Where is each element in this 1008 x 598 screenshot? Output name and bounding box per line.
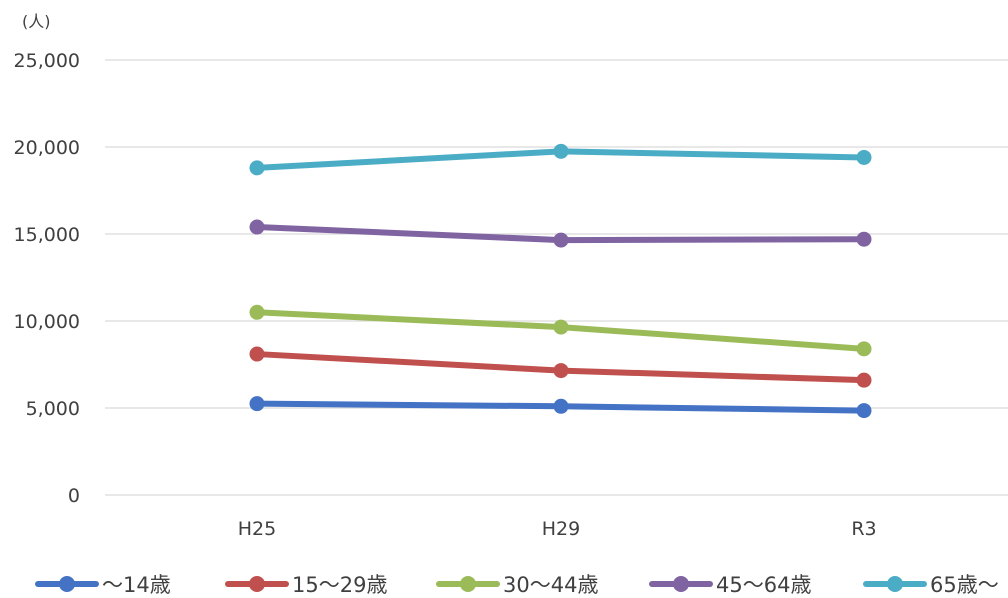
series-4 [249, 219, 872, 248]
data-point [856, 372, 872, 388]
legend-swatch-marker [59, 576, 75, 592]
legend-swatch-marker [673, 576, 689, 592]
data-point [249, 396, 265, 412]
legend: ～14歳 15～29歳 30～44歳 45～64歳 65歳～ [35, 573, 999, 597]
data-point [249, 304, 265, 320]
legend-item: ～14歳 [35, 573, 171, 597]
series-1 [249, 396, 872, 419]
x-tick-label: R3 [851, 518, 876, 540]
data-point [553, 232, 569, 248]
data-point [856, 231, 872, 247]
legend-swatch-marker [887, 576, 903, 592]
legend-item: 30～44歳 [436, 573, 598, 597]
x-tick-label: H29 [542, 518, 580, 540]
legend-swatch-marker [249, 576, 265, 592]
series-lines [249, 143, 872, 419]
y-tick-label: 15,000 [14, 224, 80, 246]
data-point [553, 398, 569, 414]
data-point [856, 341, 872, 357]
data-point [553, 363, 569, 379]
series-3 [249, 304, 872, 357]
legend-item: 65歳～ [863, 573, 999, 597]
y-axis-unit-label: (人) [22, 12, 51, 31]
y-tick-label: 0 [68, 485, 80, 507]
legend-label: 65歳～ [930, 573, 999, 597]
series-5 [249, 143, 872, 176]
x-tick-label: H25 [238, 518, 276, 540]
legend-item: 15～29歳 [225, 573, 387, 597]
y-axis-tick-labels: 0 5,000 10,000 15,000 20,000 25,000 [14, 50, 80, 507]
data-point [249, 160, 265, 176]
gridlines [105, 59, 1008, 496]
series-2 [249, 346, 872, 388]
x-axis-tick-labels: H25 H29 R3 [238, 518, 877, 540]
data-point [553, 143, 569, 159]
data-point [553, 319, 569, 335]
y-tick-label: 25,000 [14, 50, 80, 72]
legend-label: ～14歳 [102, 573, 171, 597]
y-tick-label: 20,000 [14, 137, 80, 159]
data-point [249, 346, 265, 362]
legend-item: 45～64歳 [649, 573, 811, 597]
y-tick-label: 10,000 [14, 311, 80, 333]
data-point [856, 403, 872, 419]
legend-swatch-marker [460, 576, 476, 592]
y-tick-label: 5,000 [26, 398, 80, 420]
data-point [856, 149, 872, 165]
legend-label: 15～29歳 [292, 573, 387, 597]
legend-label: 30～44歳 [503, 573, 598, 597]
legend-label: 45～64歳 [716, 573, 811, 597]
data-point [249, 219, 265, 235]
